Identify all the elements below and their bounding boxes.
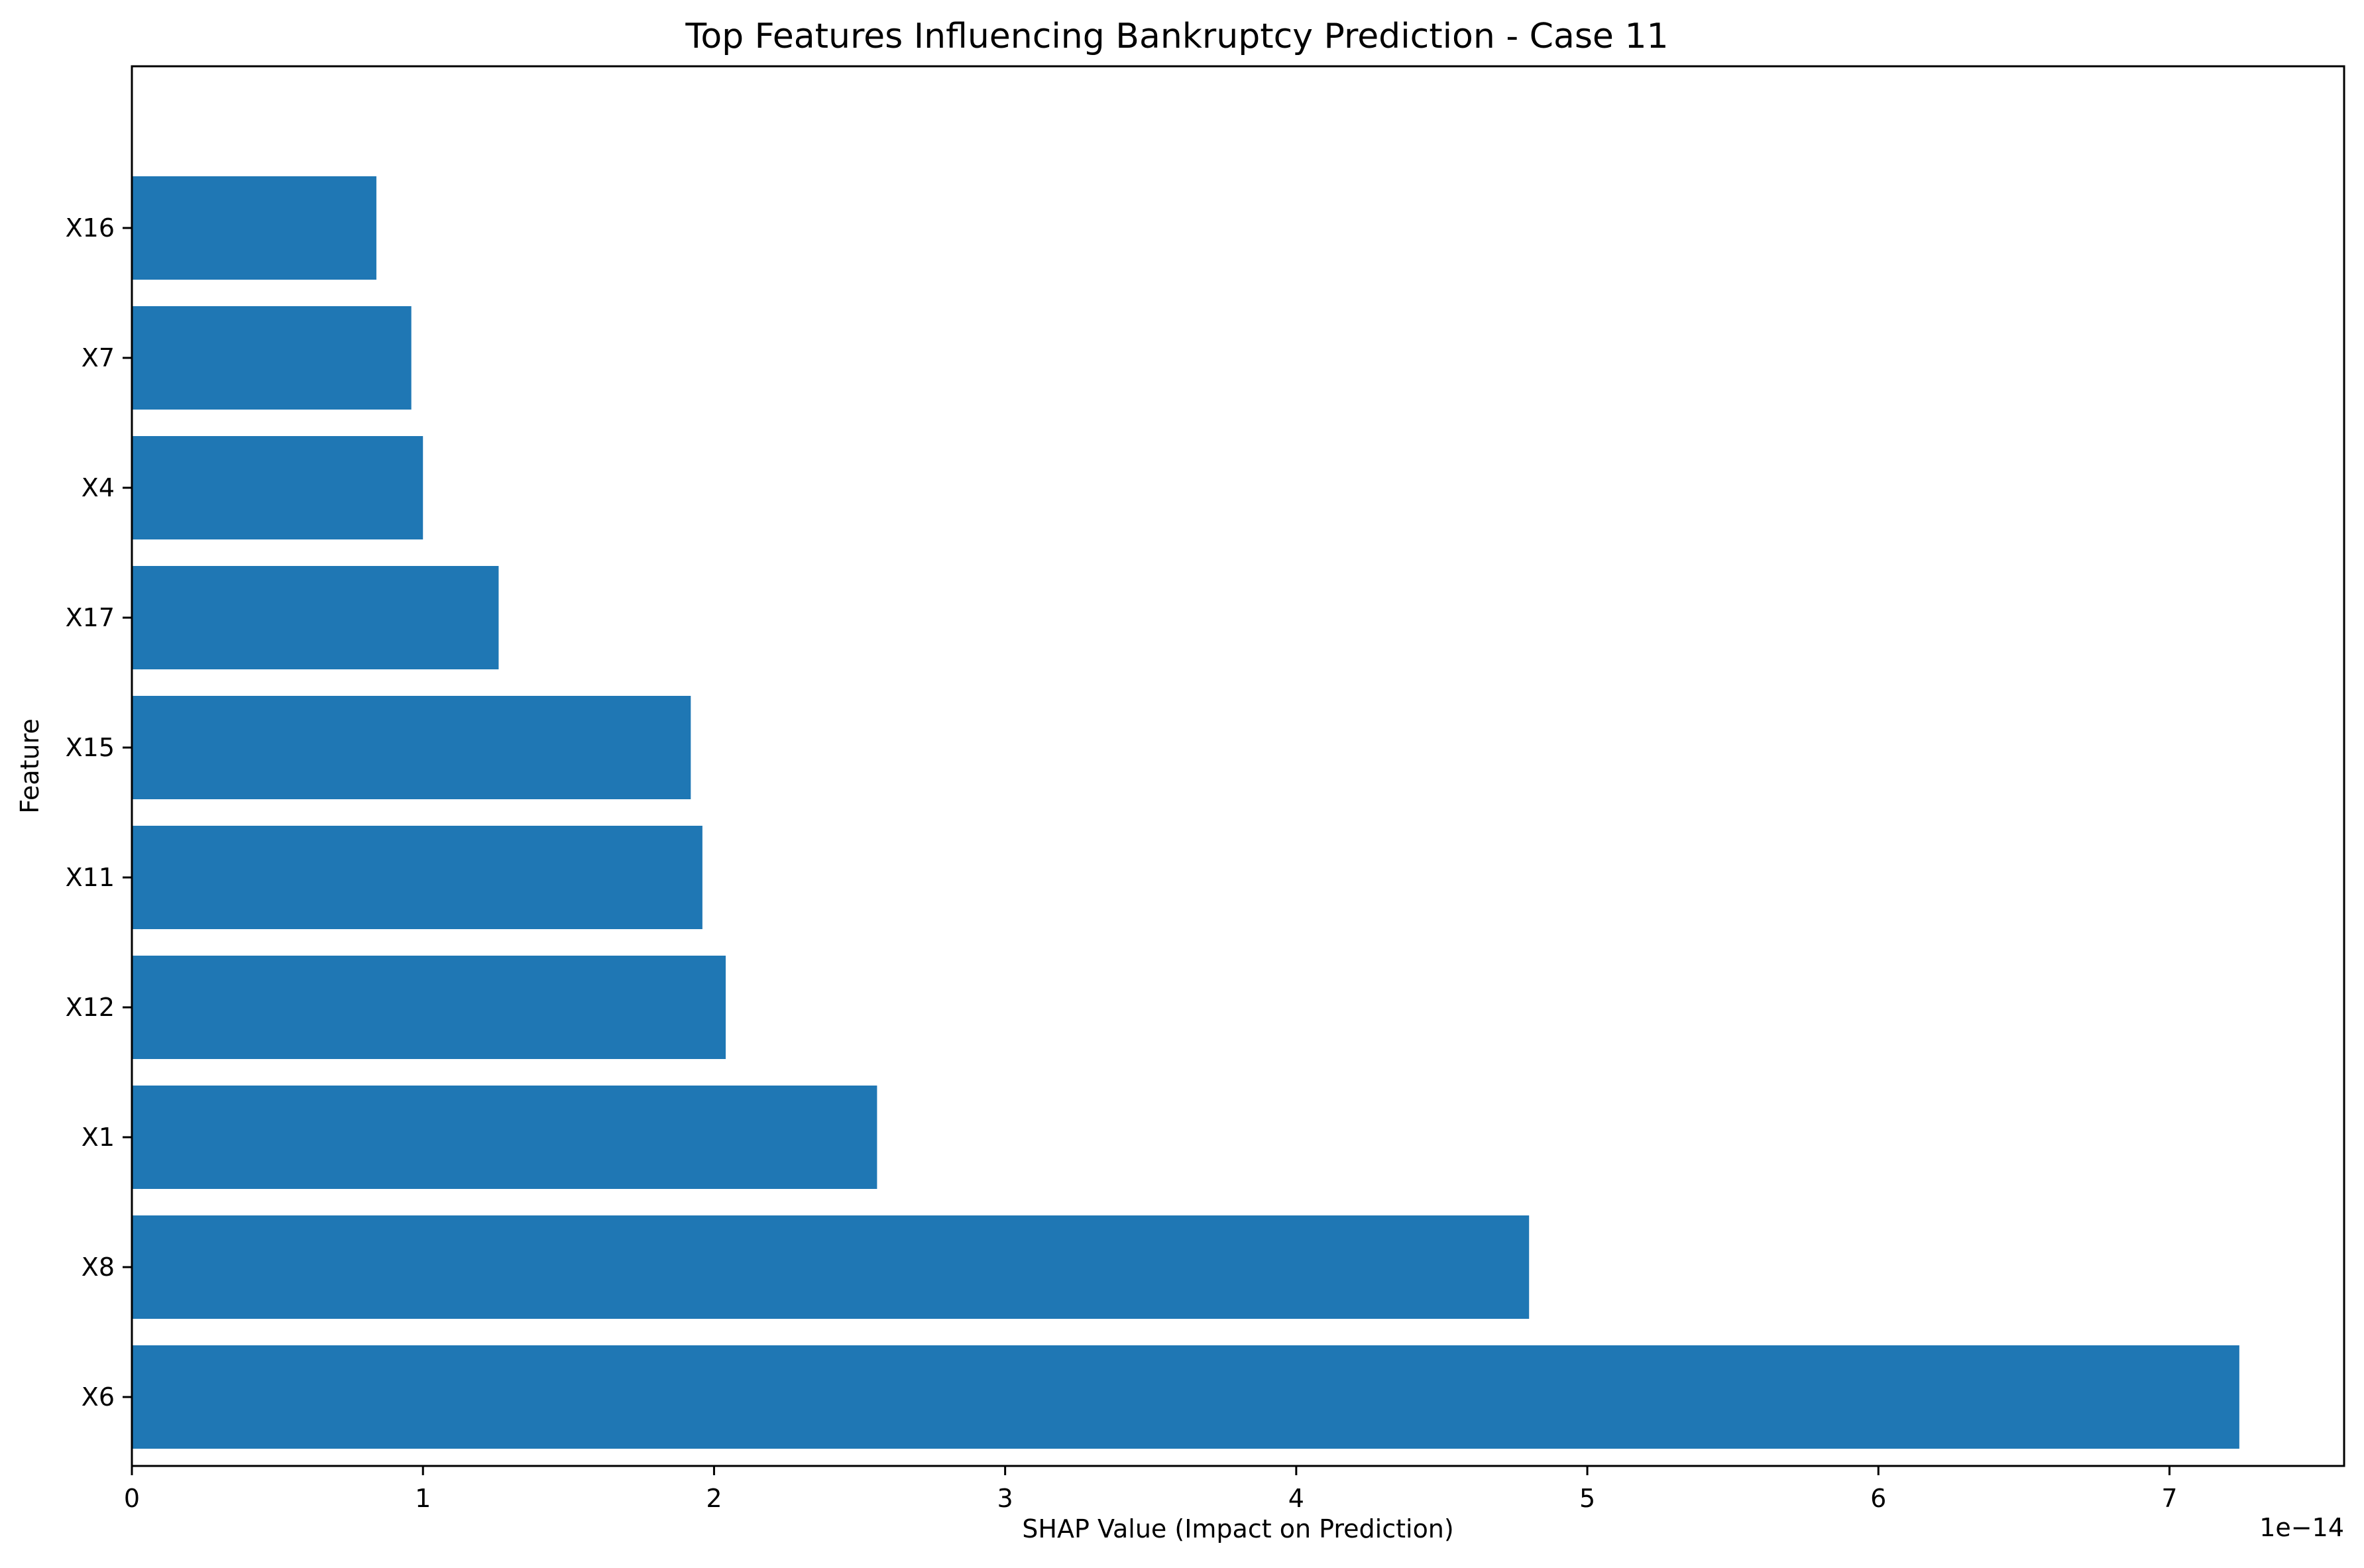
bars-group: [132, 176, 2239, 1449]
bar-x6: [132, 1345, 2239, 1449]
y-axis-label: Feature: [15, 718, 44, 814]
bar-x15: [132, 696, 691, 799]
chart-title: Top Features Influencing Bankruptcy Pred…: [685, 17, 1668, 56]
x-tick-label-2: 2: [706, 1484, 722, 1513]
y-tick-label-x17: X17: [66, 603, 115, 632]
y-tick-label-x15: X15: [66, 733, 115, 762]
y-axis-ticks: X6 X8 X1 X12 X11 X15 X17 X4 X7 X16: [66, 213, 132, 1412]
bar-x17: [132, 566, 499, 669]
axes-frame: [131, 65, 2345, 1467]
y-tick-label-x16: X16: [66, 213, 115, 243]
bar-x11: [132, 826, 703, 929]
x-tick-label-3: 3: [997, 1484, 1013, 1513]
x-tick-label-7: 7: [2161, 1484, 2177, 1513]
x-tick-label-0: 0: [124, 1484, 140, 1513]
y-tick-label-x7: X7: [82, 343, 115, 372]
x-axis-offset-text: 1e−14: [2259, 1513, 2344, 1542]
bar-x16: [132, 176, 376, 280]
bar-x4: [132, 436, 423, 539]
y-tick-label-x12: X12: [66, 993, 115, 1022]
y-tick-label-x6: X6: [82, 1382, 115, 1412]
x-tick-label-4: 4: [1288, 1484, 1304, 1513]
x-tick-label-1: 1: [415, 1484, 431, 1513]
x-axis-ticks: 0 1 2 3 4 5 6 7: [124, 1466, 2178, 1513]
bar-x8: [132, 1215, 1530, 1319]
y-tick-label-x1: X1: [82, 1123, 115, 1152]
x-axis-label: SHAP Value (Impact on Prediction): [1022, 1514, 1453, 1543]
bar-x12: [132, 956, 726, 1059]
y-tick-label-x4: X4: [82, 473, 115, 502]
x-tick-label-6: 6: [1870, 1484, 1886, 1513]
bar-x1: [132, 1086, 877, 1189]
y-tick-label-x11: X11: [66, 863, 115, 892]
x-tick-label-5: 5: [1579, 1484, 1595, 1513]
y-tick-label-x8: X8: [82, 1253, 115, 1282]
bar-x7: [132, 306, 412, 410]
